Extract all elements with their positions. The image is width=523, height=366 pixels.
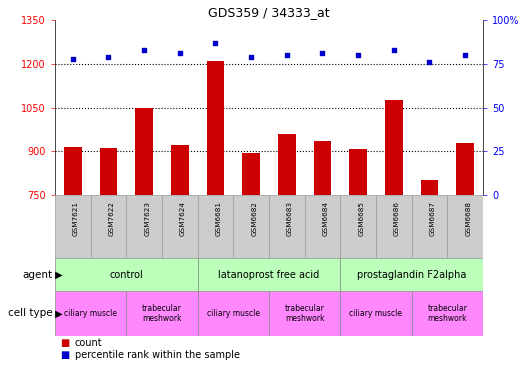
Bar [349, 149, 367, 195]
Text: agent: agent [22, 269, 52, 280]
Point [354, 52, 362, 58]
Text: trabecular
meshwork: trabecular meshwork [142, 304, 182, 323]
Bar [207, 61, 224, 195]
Text: control: control [109, 269, 143, 280]
Text: trabecular
meshwork: trabecular meshwork [427, 304, 467, 323]
Text: ciliary muscle: ciliary muscle [207, 309, 260, 318]
Text: ▶: ▶ [52, 269, 63, 280]
Bar [340, 291, 412, 336]
Point [211, 40, 220, 46]
Bar [412, 195, 447, 258]
Bar [376, 195, 412, 258]
Point [461, 52, 469, 58]
Text: GSM6681: GSM6681 [215, 201, 222, 236]
Bar [420, 180, 438, 195]
Point [390, 47, 398, 53]
Title: GDS359 / 34333_at: GDS359 / 34333_at [208, 6, 330, 19]
Bar [198, 258, 340, 291]
Text: GSM6687: GSM6687 [429, 201, 436, 236]
Bar [269, 291, 340, 336]
Point [69, 56, 77, 61]
Bar [135, 108, 153, 195]
Bar [64, 147, 82, 195]
Bar [198, 291, 269, 336]
Bar [456, 142, 474, 195]
Bar [55, 258, 198, 291]
Bar [55, 195, 90, 258]
Text: ciliary muscle: ciliary muscle [349, 309, 403, 318]
Text: GSM7623: GSM7623 [144, 201, 150, 236]
Point [282, 52, 291, 58]
Point [140, 47, 149, 53]
Text: GSM6684: GSM6684 [323, 201, 328, 236]
Point [319, 50, 327, 56]
Bar [340, 195, 376, 258]
Text: GSM6683: GSM6683 [287, 201, 293, 236]
Text: ■: ■ [60, 338, 70, 348]
Text: GSM7621: GSM7621 [73, 201, 79, 236]
Bar [198, 195, 233, 258]
Text: GSM6682: GSM6682 [251, 201, 257, 236]
Text: GSM6686: GSM6686 [394, 201, 400, 236]
Bar [314, 141, 332, 195]
Text: GSM7622: GSM7622 [108, 201, 115, 236]
Bar [127, 291, 198, 336]
Text: latanoprost free acid: latanoprost free acid [219, 269, 320, 280]
Text: GSM6685: GSM6685 [358, 201, 364, 236]
Bar [127, 195, 162, 258]
Bar [278, 134, 295, 195]
Text: cell type: cell type [8, 309, 52, 318]
Point [176, 50, 184, 56]
Bar [99, 148, 118, 195]
Text: prostaglandin F2alpha: prostaglandin F2alpha [357, 269, 467, 280]
Bar [55, 291, 127, 336]
Text: GSM7624: GSM7624 [180, 201, 186, 236]
Bar [447, 195, 483, 258]
Bar [162, 195, 198, 258]
Text: percentile rank within the sample: percentile rank within the sample [75, 350, 240, 360]
Text: ciliary muscle: ciliary muscle [64, 309, 117, 318]
Text: ■: ■ [60, 350, 70, 360]
Bar [171, 145, 189, 195]
Bar [385, 100, 403, 195]
Text: trabecular
meshwork: trabecular meshwork [285, 304, 325, 323]
Point [104, 54, 112, 60]
Bar [269, 195, 305, 258]
Text: GSM6688: GSM6688 [465, 201, 471, 236]
Point [247, 54, 255, 60]
Bar [305, 195, 340, 258]
Bar [233, 195, 269, 258]
Bar [90, 195, 127, 258]
Text: ▶: ▶ [52, 309, 63, 318]
Bar [412, 291, 483, 336]
Point [425, 59, 434, 65]
Bar [242, 153, 260, 195]
Text: count: count [75, 338, 103, 348]
Bar [340, 258, 483, 291]
